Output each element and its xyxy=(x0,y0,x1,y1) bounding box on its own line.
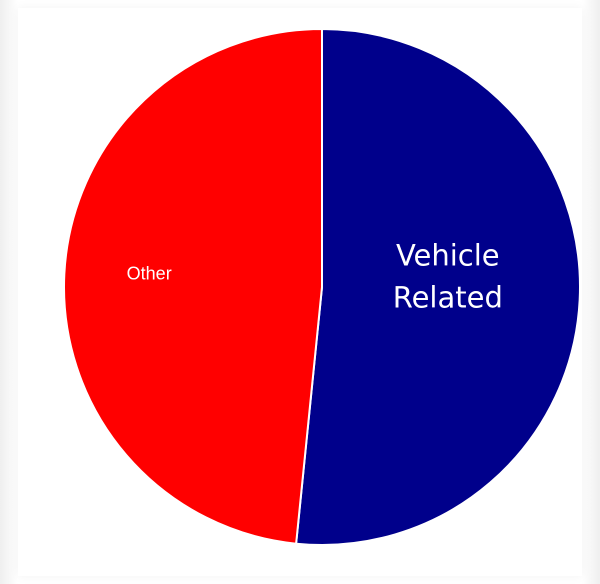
pie-slice-other xyxy=(63,27,323,545)
pie-slice-vehicle-related xyxy=(295,27,581,546)
pie-labels: Vehicle Related Other xyxy=(127,238,503,314)
pie-slices xyxy=(63,27,581,546)
pie-label-line: Related xyxy=(393,280,503,314)
pie-label-other: Other xyxy=(127,263,172,283)
pie-label-line: Vehicle xyxy=(396,238,500,272)
pie-label-line: Other xyxy=(127,263,172,283)
pie-label-vehicle-related: Vehicle Related xyxy=(393,238,503,314)
